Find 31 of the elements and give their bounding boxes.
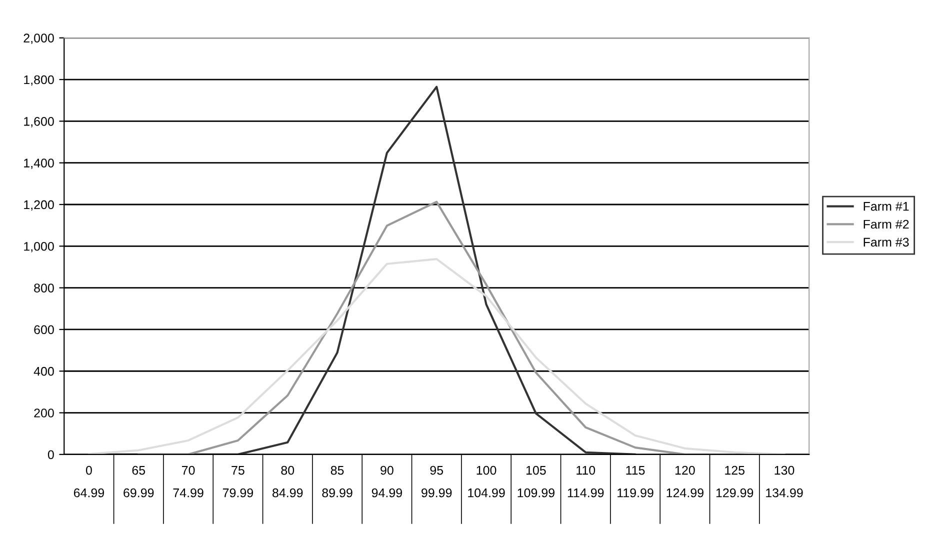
y-tick-label: 400 <box>34 366 54 376</box>
legend-label: Farm #1 <box>864 202 909 211</box>
y-tick-label: 200 <box>34 408 54 418</box>
x-tick-label: 130 134.99 <box>766 466 803 498</box>
y-tick-label: 1,600 <box>24 116 54 128</box>
y-tick-label: 800 <box>34 284 54 292</box>
x-tick-label: 110 114.99 <box>568 466 604 498</box>
x-tick-label: 75 79.99 <box>222 466 253 498</box>
line-series <box>88 258 786 454</box>
x-tick-label: 85 89.99 <box>322 466 352 498</box>
x-tick-label: 80 84.99 <box>272 466 303 498</box>
y-tick-label: 2,000 <box>24 34 54 44</box>
x-tick-label: 70 74.99 <box>173 466 204 498</box>
x-tick-label: 115 119.99 <box>618 466 654 498</box>
y-tick-label: 1,400 <box>24 158 54 169</box>
x-tick-label: 90 94.99 <box>372 466 402 498</box>
legend-label: Farm #2 <box>864 220 909 229</box>
y-tick-label: 600 <box>34 325 54 334</box>
y-tick-label: 0 <box>48 450 54 460</box>
x-tick-label: 120 124.99 <box>666 466 704 498</box>
line-series <box>138 200 736 454</box>
x-tick-label: 0 64.99 <box>74 466 104 498</box>
x-tick-label: 105 109.99 <box>518 466 554 498</box>
x-tick-label: 100 104.99 <box>468 466 505 498</box>
y-tick-label: 1,800 <box>24 75 54 86</box>
legend-label: Farm #3 <box>864 238 909 247</box>
x-tick-label: 95 99.99 <box>422 466 452 498</box>
y-tick-label: 1,200 <box>24 200 54 211</box>
x-tick-label: 65 69.99 <box>124 466 154 498</box>
y-tick-label: 1,000 <box>24 242 54 252</box>
x-tick-label: 125 129.99 <box>716 466 754 498</box>
